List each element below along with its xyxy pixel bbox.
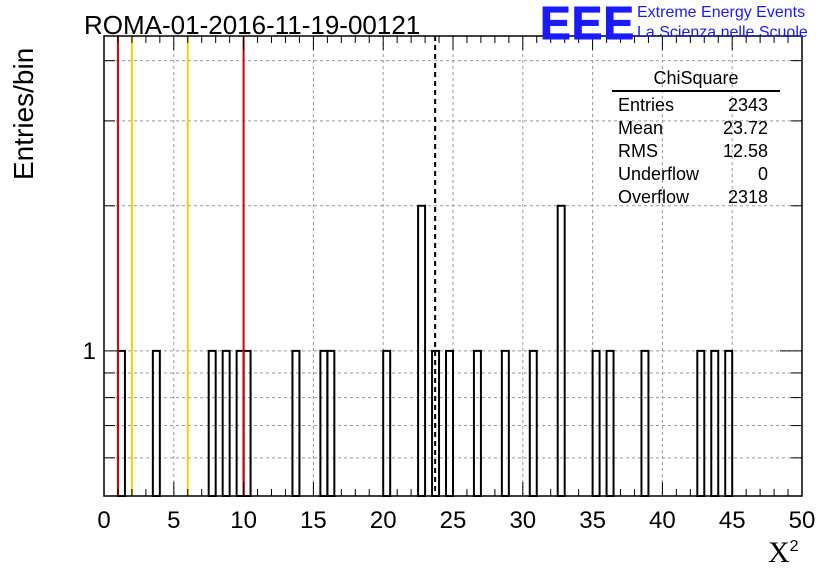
y-tick-label: 1 — [83, 338, 96, 365]
stats-value: 2318 — [727, 187, 768, 207]
stats-box: ChiSquare Entries 2343 Mean 23.72 RMS 12.58… — [612, 66, 780, 209]
x-tick-label: 5 — [167, 507, 180, 534]
x-axis-label-superscript: 2 — [789, 538, 799, 555]
x-tick-label: 25 — [440, 507, 467, 534]
stats-row-overflow: Overflow 2318 — [612, 186, 780, 209]
stats-value: 2343 — [727, 95, 768, 115]
chart-title: ROMA-01-2016-11-19-00121 — [84, 10, 421, 40]
stats-row-rms: RMS 12.58 — [612, 140, 780, 163]
stats-label: Overflow — [618, 187, 690, 207]
stats-label: Mean — [618, 118, 664, 138]
logo-line-2: La Scienza nelle Scuole — [637, 24, 808, 41]
x-tick-label: 20 — [370, 507, 397, 534]
x-tick-label: 0 — [97, 507, 110, 534]
x-tick-label: 35 — [579, 507, 606, 534]
x-tick-label: 50 — [789, 507, 816, 534]
stats-label: RMS — [618, 141, 658, 161]
x-tick-label: 30 — [509, 507, 536, 534]
x-tick-label: 45 — [719, 507, 746, 534]
x-tick-label: 40 — [649, 507, 676, 534]
x-axis-label-base: X — [768, 536, 790, 569]
stats-label: Underflow — [618, 164, 700, 184]
x-tick-label: 15 — [300, 507, 327, 534]
eee-logo-mark: EEE — [539, 0, 636, 50]
x-axis-label: X2 — [768, 536, 799, 570]
stats-row-mean: Mean 23.72 — [612, 117, 780, 140]
eee-logo: EEE Extreme Energy Events La Scienza nel… — [539, 0, 830, 50]
stats-row-underflow: Underflow 0 — [612, 163, 780, 186]
stats-title: ChiSquare — [612, 66, 780, 92]
x-tick-label: 10 — [230, 507, 257, 534]
stats-value: 12.58 — [722, 141, 768, 161]
stats-row-entries: Entries 2343 — [612, 94, 780, 117]
stats-label: Entries — [618, 95, 675, 115]
logo-line-1: Extreme Energy Events — [637, 4, 806, 21]
stats-value: 23.72 — [722, 118, 768, 138]
stats-value: 0 — [757, 164, 768, 184]
y-axis-label: Entries/bin — [8, 47, 39, 180]
